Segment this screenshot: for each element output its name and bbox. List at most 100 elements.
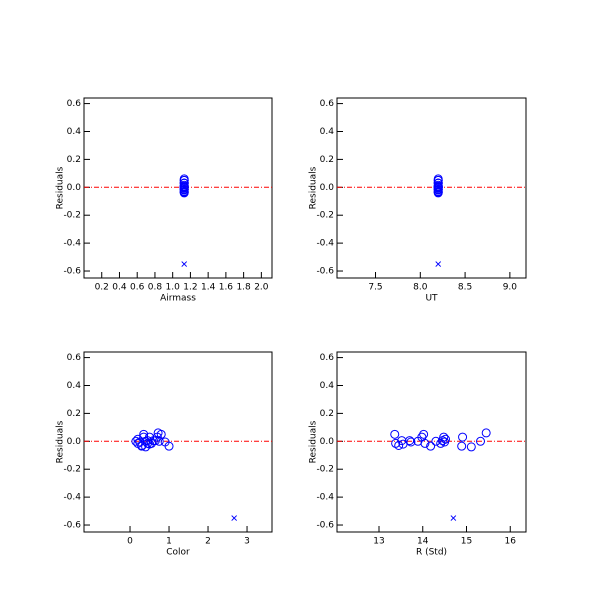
y-axis-label: Residuals	[309, 166, 319, 209]
y-tick-label: -0.4	[63, 493, 81, 503]
x-tick-label: 3	[244, 537, 250, 547]
circle-marker	[433, 188, 443, 198]
panel: -0.6-0.4-0.20.00.20.40.60.2 0.4 0.6 0.8 1.0 1…	[56, 97, 273, 304]
y-tick-label: -0.2	[316, 465, 334, 475]
x-axis-label: UT	[425, 294, 438, 304]
y-tick-label: 0.6	[67, 353, 82, 363]
x-tick-label: 1.8	[236, 283, 251, 293]
y-tick-label: 0.0	[320, 437, 335, 447]
y-tick-label: -0.2	[63, 465, 81, 475]
y-tick-label: 0.6	[320, 99, 335, 109]
circle-marker	[179, 188, 189, 198]
circle-marker	[433, 178, 443, 188]
x-tick-label: 13	[373, 537, 384, 547]
cross-marker	[435, 261, 442, 267]
panel: -0.6 -0.4 -0.2 0.0 0.2 0.4 0.6 0 1 2 3 Color Residua…	[56, 351, 273, 558]
x-tick-label: 1.2	[183, 283, 197, 293]
x-tick-label: 0.4	[112, 283, 127, 293]
y-tick-label: 0.0	[320, 183, 335, 193]
cross-marker	[450, 515, 457, 521]
plot-frame	[83, 351, 273, 533]
x-axis-label: Airmass	[160, 294, 196, 304]
circle-marker	[139, 432, 149, 442]
x-tick-label: 0	[127, 537, 133, 547]
y-tick-label: -0.2	[316, 211, 334, 221]
plot-frame	[83, 97, 273, 279]
circle-marker	[406, 437, 416, 447]
circle-marker	[420, 438, 430, 448]
x-tick-label: 9.0	[503, 283, 518, 293]
circle-marker	[439, 432, 449, 442]
x-tick-label: 2	[205, 537, 211, 547]
circle-marker	[433, 174, 443, 184]
circle-marker	[154, 436, 164, 446]
circle-marker	[391, 438, 401, 448]
panel: -0.6 -0.4 -0.2 0.0 0.2 0.4 0.6 13 14 15 16 R (Std) R…	[309, 351, 527, 558]
x-tick-label: 16	[505, 537, 517, 547]
y-tick-label: -0.6	[63, 267, 81, 277]
x-tick-label: 1.4	[201, 283, 216, 293]
panel: -0.6 -0.4 -0.2 0.0 0.2 0.4 0.6 7.5 8.0 8.5 9.0 UT Re…	[309, 97, 527, 304]
y-axis-label: Residuals	[309, 420, 319, 463]
circle-marker	[179, 178, 189, 188]
circle-marker	[133, 434, 143, 444]
y-axis-label: Residuals	[56, 166, 66, 209]
y-tick-label: -0.4	[63, 239, 81, 249]
y-tick-label: 0.0	[67, 183, 82, 193]
cross-marker	[181, 261, 188, 267]
circle-marker	[153, 428, 163, 438]
circle-marker	[394, 440, 404, 450]
circle-marker	[431, 436, 441, 446]
y-tick-label: -0.4	[316, 493, 334, 503]
y-tick-label: -0.6	[316, 267, 334, 277]
y-tick-label: 0.4	[67, 381, 82, 391]
y-tick-label: 0.2	[67, 155, 81, 165]
x-axis-label: R (Std)	[416, 548, 447, 558]
circle-marker	[457, 441, 467, 451]
x-tick-label: 0.8	[148, 283, 163, 293]
y-tick-label: 0.4	[320, 381, 335, 391]
y-tick-label: -0.2	[63, 211, 81, 221]
y-tick-label: -0.6	[316, 521, 334, 531]
x-tick-label: 7.5	[368, 283, 382, 293]
y-tick-label: 0.2	[67, 409, 81, 419]
circle-marker	[145, 432, 155, 442]
circle-marker	[419, 429, 429, 439]
x-tick-label: 1	[166, 537, 172, 547]
x-tick-label: 15	[461, 537, 472, 547]
circle-marker	[466, 442, 476, 452]
x-tick-label: 1.6	[219, 283, 234, 293]
y-tick-label: 0.6	[320, 353, 335, 363]
circle-marker	[164, 441, 174, 451]
y-tick-label: 0.2	[320, 155, 334, 165]
x-tick-label: 14	[417, 537, 429, 547]
circle-marker	[141, 442, 151, 452]
y-tick-label: 0.4	[67, 127, 82, 137]
y-tick-label: 0.2	[320, 409, 334, 419]
circle-marker	[441, 434, 450, 444]
circle-marker	[137, 441, 147, 451]
y-tick-label: 0.0	[67, 437, 82, 447]
circle-marker	[131, 436, 141, 446]
plot-frame	[336, 97, 527, 279]
x-tick-label: 1.0	[166, 283, 181, 293]
x-tick-label: 8.5	[458, 283, 472, 293]
circle-marker	[139, 429, 149, 439]
circle-marker	[476, 436, 485, 446]
y-tick-label: -0.6	[63, 521, 81, 531]
x-axis-label: Color	[166, 548, 190, 558]
plot-frame	[336, 351, 527, 533]
y-axis-label: Residuals	[56, 420, 66, 463]
y-tick-label: 0.4	[320, 127, 335, 137]
x-tick-label: 8.0	[413, 283, 428, 293]
circle-marker	[481, 428, 491, 438]
x-tick-label: 0.2	[95, 283, 109, 293]
cross-marker	[231, 515, 238, 521]
y-tick-label: 0.6	[67, 99, 82, 109]
x-tick-label: 0.6	[130, 283, 145, 293]
y-tick-label: -0.4	[316, 239, 334, 249]
circle-marker	[390, 429, 400, 439]
circle-marker	[426, 441, 436, 451]
circle-marker	[179, 174, 189, 184]
